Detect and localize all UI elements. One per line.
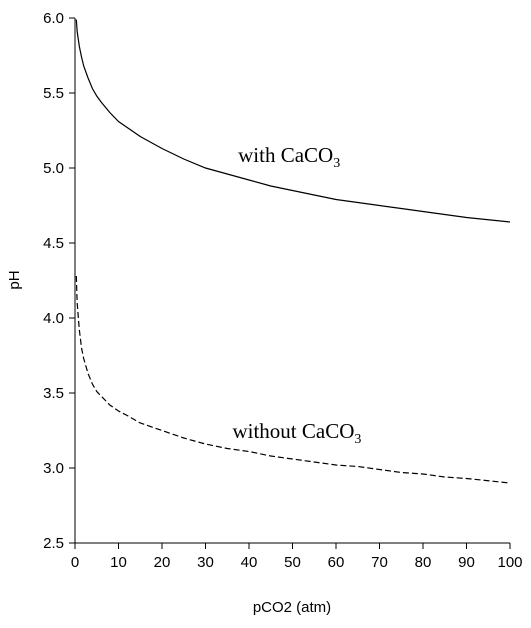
annotation-subscript: 3: [333, 156, 340, 171]
x-tick-label: 100: [497, 554, 522, 571]
y-tick-label: 3.5: [43, 385, 64, 402]
x-tick-label: 70: [371, 554, 388, 571]
x-tick-label: 40: [241, 554, 258, 571]
series-line-with-caco3: [75, 19, 511, 223]
y-tick-label: 6.0: [43, 10, 64, 27]
y-axis-title: pH: [6, 270, 23, 289]
x-ticks: 0 10 20 30 40 50 60 70 80 90 100: [71, 543, 523, 571]
y-tick-label: 5.0: [43, 160, 64, 177]
x-tick-label: 30: [197, 554, 214, 571]
x-axis-title: pCO2 (atm): [253, 599, 331, 616]
y-ticks: 2.5 3.0 3.5 4.0 4.5 5.0 5.5 6.0: [43, 10, 75, 552]
annotation-subscript: 3: [354, 432, 361, 447]
x-tick-label: 80: [415, 554, 432, 571]
x-tick-label: 10: [110, 554, 127, 571]
y-tick-label: 2.5: [43, 535, 64, 552]
annotation-text: with CaCO: [238, 143, 333, 167]
y-tick-label: 3.0: [43, 460, 64, 477]
annotation-text: without CaCO: [232, 419, 354, 443]
x-tick-label: 0: [71, 554, 79, 571]
annotation-without-caco3: without CaCO3: [232, 419, 361, 447]
x-tick-label: 50: [284, 554, 301, 571]
axes: [74, 18, 510, 544]
series-line-without-caco3: [75, 275, 511, 484]
y-tick-label: 4.0: [43, 310, 64, 327]
x-tick-label: 90: [458, 554, 475, 571]
annotation-with-caco3: with CaCO3: [238, 143, 340, 171]
y-tick-label: 5.5: [43, 85, 64, 102]
x-tick-label: 60: [328, 554, 345, 571]
series-layer: [75, 19, 511, 484]
y-tick-label: 4.5: [43, 235, 64, 252]
x-tick-label: 20: [154, 554, 171, 571]
